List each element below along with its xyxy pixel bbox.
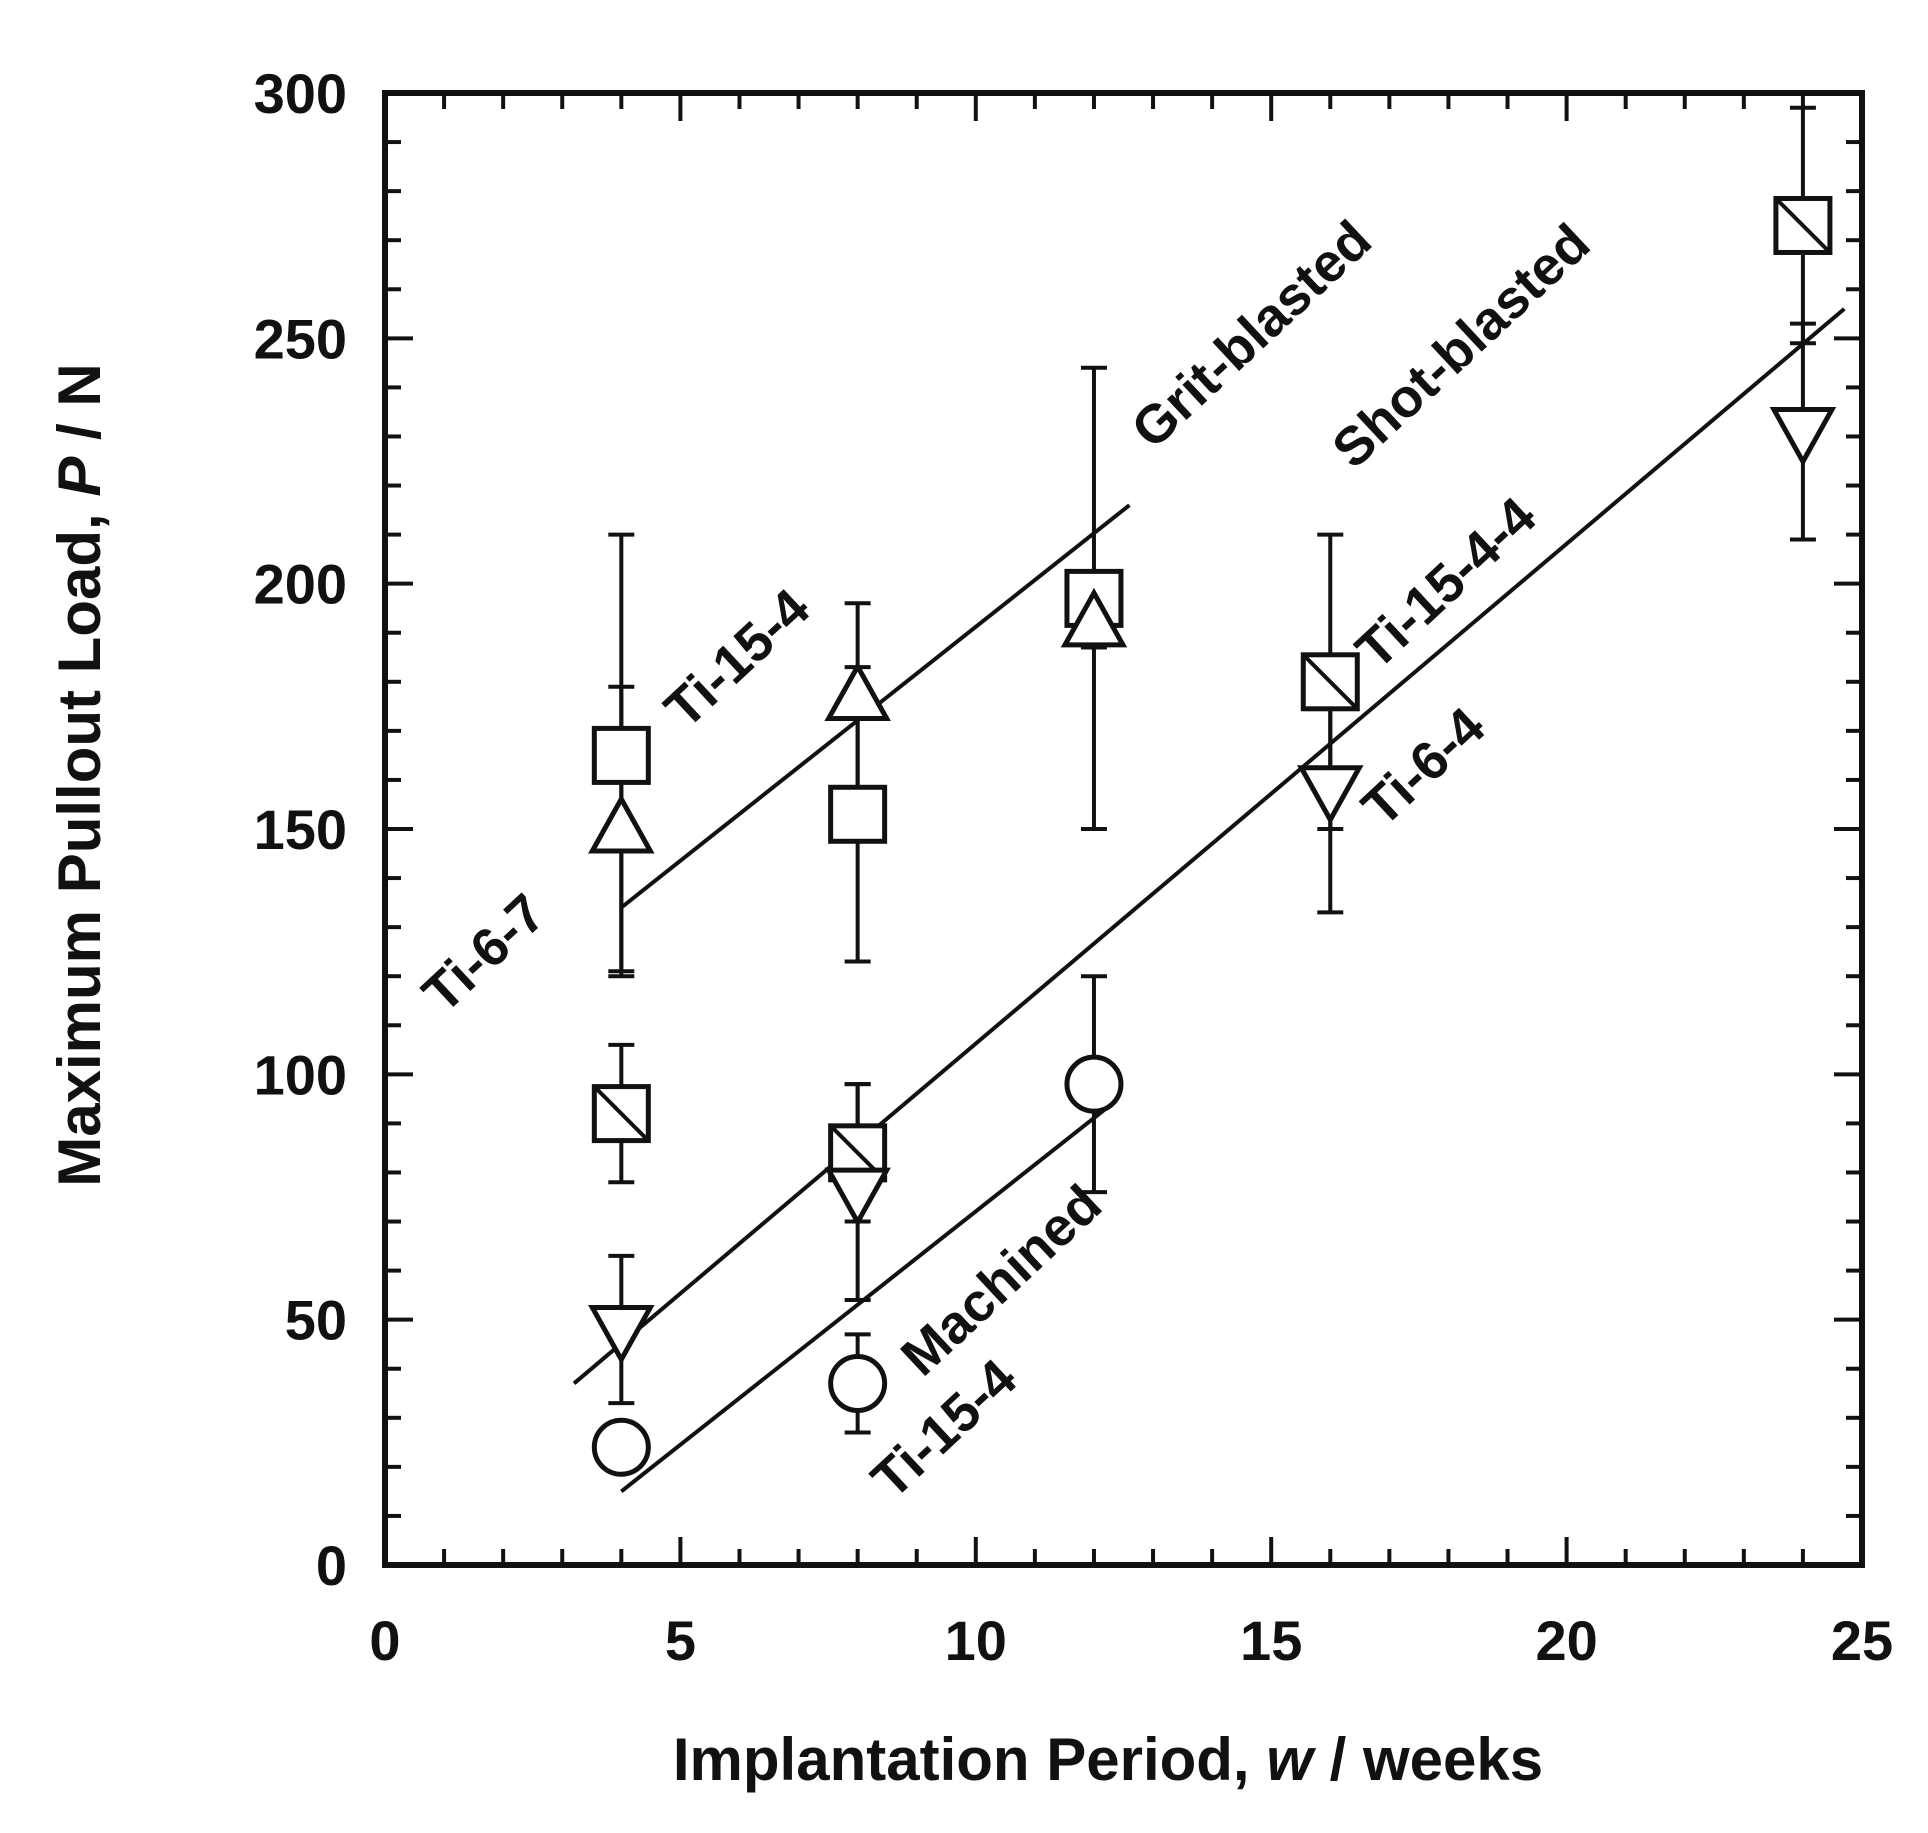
trend-lines xyxy=(572,307,1846,1493)
x-tick-label: 10 xyxy=(945,1609,1007,1672)
circle-marker xyxy=(828,1353,888,1413)
data-markers xyxy=(588,195,1837,1477)
x-tick-label: 25 xyxy=(1831,1609,1893,1672)
triangle-down-marker xyxy=(824,1167,891,1228)
triangle-up-marker xyxy=(588,793,655,854)
x-tick-label: 0 xyxy=(369,1609,400,1672)
triangle-down-marker xyxy=(1297,765,1364,825)
x-tick-label: 5 xyxy=(665,1609,696,1672)
square-marker xyxy=(828,784,888,844)
square-marker xyxy=(591,725,651,785)
circle-marker xyxy=(1064,1054,1124,1114)
y-tick-label: 0 xyxy=(316,1534,347,1597)
triangle-up-marker xyxy=(824,661,891,722)
annotation-label: Machined xyxy=(890,1174,1113,1388)
x-axis-title: Implantation Period, w / weeks xyxy=(673,1726,1543,1793)
triangle-up-marker xyxy=(1060,587,1128,648)
x-tick-label: 15 xyxy=(1240,1609,1302,1672)
triangle-down-marker xyxy=(588,1304,655,1365)
annotation-label: Ti-6-7 xyxy=(411,883,557,1024)
trend-line xyxy=(572,307,1846,1385)
annotations: Grit-blastedTi-15-4Ti-6-7Shot-blastedTi-… xyxy=(411,209,1601,1510)
y-tick-label: 300 xyxy=(254,62,347,125)
triangle-down-marker xyxy=(1769,407,1837,467)
circle-marker xyxy=(591,1417,651,1477)
x-tick-label: 20 xyxy=(1535,1609,1597,1672)
y-tick-label: 100 xyxy=(254,1043,347,1106)
annotation-label: Ti-6-4 xyxy=(1351,696,1497,837)
y-axis-title: Maximum Pullout Load, P / N xyxy=(46,363,113,1186)
y-tick-label: 250 xyxy=(254,307,347,370)
annotation-label: Ti-15-4 xyxy=(654,578,822,740)
marker-slash xyxy=(592,1085,650,1143)
y-tick-label: 200 xyxy=(254,553,347,616)
error-bars xyxy=(608,105,1816,1435)
marker-slash xyxy=(1774,197,1832,254)
y-tick-label: 50 xyxy=(285,1289,347,1352)
marker-slash xyxy=(1301,653,1359,711)
y-tick-label: 150 xyxy=(254,798,347,861)
